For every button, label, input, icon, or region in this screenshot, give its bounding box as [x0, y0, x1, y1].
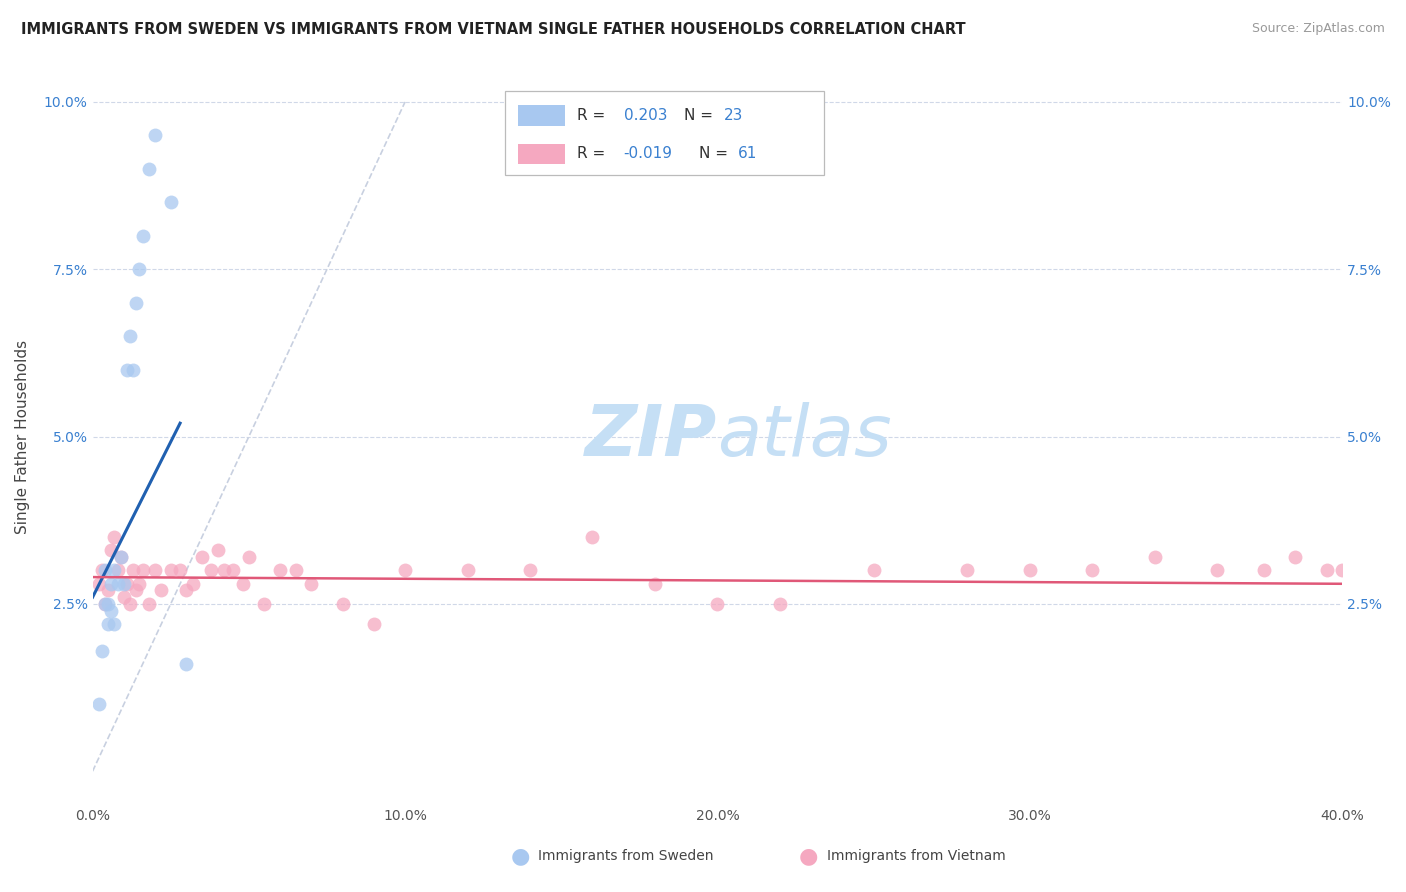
Point: [363, 616, 385, 631]
FancyBboxPatch shape: [517, 144, 565, 164]
Point: [125, 583, 148, 598]
Point: [176, 657, 198, 671]
Text: 61: 61: [737, 145, 756, 161]
Point: [110, 549, 132, 564]
Text: ●: ●: [510, 847, 530, 866]
Point: [956, 563, 979, 577]
Point: [1206, 563, 1229, 577]
Point: [94, 597, 117, 611]
Text: 0.203: 0.203: [624, 108, 668, 123]
Point: [120, 597, 142, 611]
Text: N =: N =: [699, 145, 733, 161]
Text: ●: ●: [799, 847, 818, 866]
Point: [112, 576, 135, 591]
Point: [706, 597, 728, 611]
Point: [128, 576, 150, 591]
Point: [222, 563, 245, 577]
Point: [103, 530, 125, 544]
Point: [1143, 549, 1166, 564]
Point: [176, 583, 198, 598]
Point: [122, 362, 145, 376]
Text: R =: R =: [578, 108, 610, 123]
Point: [269, 563, 291, 577]
Point: [1081, 563, 1104, 577]
Point: [1018, 563, 1040, 577]
Point: [238, 549, 260, 564]
Point: [159, 563, 181, 577]
Point: [100, 576, 122, 591]
Point: [122, 563, 145, 577]
Point: [94, 563, 117, 577]
Point: [150, 583, 173, 598]
Point: [200, 563, 222, 577]
Point: [94, 597, 117, 611]
Point: [232, 576, 254, 591]
Point: [131, 563, 153, 577]
Text: Immigrants from Sweden: Immigrants from Sweden: [538, 849, 714, 863]
Point: [97, 616, 120, 631]
Point: [1362, 563, 1385, 577]
Text: R =: R =: [578, 145, 610, 161]
Point: [100, 603, 122, 617]
Text: -0.019: -0.019: [624, 145, 672, 161]
Text: IMMIGRANTS FROM SWEDEN VS IMMIGRANTS FROM VIETNAM SINGLE FATHER HOUSEHOLDS CORRE: IMMIGRANTS FROM SWEDEN VS IMMIGRANTS FRO…: [21, 22, 966, 37]
Point: [169, 563, 191, 577]
Point: [87, 576, 110, 591]
Point: [181, 576, 204, 591]
Point: [1378, 563, 1400, 577]
Point: [1347, 563, 1369, 577]
Point: [91, 643, 114, 657]
Text: atlas: atlas: [717, 402, 891, 471]
Point: [284, 563, 307, 577]
Point: [769, 597, 792, 611]
Point: [128, 262, 150, 277]
Text: Source: ZipAtlas.com: Source: ZipAtlas.com: [1251, 22, 1385, 36]
Point: [97, 597, 120, 611]
Point: [519, 563, 541, 577]
Point: [87, 698, 110, 712]
Point: [107, 563, 129, 577]
Point: [862, 563, 884, 577]
FancyBboxPatch shape: [505, 91, 824, 175]
Point: [100, 543, 122, 558]
Point: [159, 195, 181, 210]
Point: [394, 563, 416, 577]
Point: [143, 128, 166, 143]
Text: N =: N =: [683, 108, 717, 123]
Point: [125, 295, 148, 310]
Point: [143, 563, 166, 577]
Point: [581, 530, 603, 544]
Text: 23: 23: [724, 108, 742, 123]
Point: [332, 597, 354, 611]
Point: [112, 590, 135, 604]
Point: [457, 563, 479, 577]
Point: [299, 576, 322, 591]
Point: [91, 563, 114, 577]
Point: [644, 576, 666, 591]
Y-axis label: Single Father Households: Single Father Households: [15, 340, 30, 533]
Point: [131, 228, 153, 243]
Point: [1393, 563, 1406, 577]
Point: [1331, 563, 1354, 577]
Point: [115, 576, 138, 591]
Point: [115, 362, 138, 376]
Point: [1284, 549, 1306, 564]
Point: [107, 576, 129, 591]
Point: [97, 583, 120, 598]
Point: [138, 597, 160, 611]
Point: [138, 161, 160, 176]
Point: [103, 616, 125, 631]
Point: [120, 329, 142, 343]
Point: [1316, 563, 1339, 577]
Point: [212, 563, 235, 577]
Text: ZIP: ZIP: [585, 402, 717, 471]
Text: Immigrants from Vietnam: Immigrants from Vietnam: [827, 849, 1005, 863]
FancyBboxPatch shape: [517, 105, 565, 126]
Point: [207, 543, 229, 558]
Point: [110, 549, 132, 564]
Point: [1253, 563, 1275, 577]
Point: [103, 563, 125, 577]
Point: [253, 597, 276, 611]
Point: [191, 549, 214, 564]
